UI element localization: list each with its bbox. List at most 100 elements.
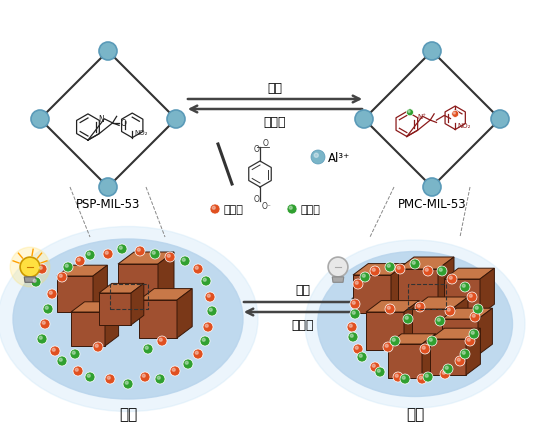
Circle shape — [350, 335, 353, 338]
Circle shape — [155, 374, 165, 384]
Circle shape — [145, 346, 149, 349]
Circle shape — [207, 295, 210, 298]
Text: 可见光: 可见光 — [264, 115, 286, 128]
Circle shape — [201, 276, 211, 286]
Circle shape — [353, 279, 363, 289]
Circle shape — [397, 266, 400, 270]
Circle shape — [462, 285, 465, 288]
Circle shape — [440, 369, 450, 379]
Circle shape — [42, 322, 45, 325]
Circle shape — [446, 366, 448, 369]
Circle shape — [170, 366, 180, 376]
Circle shape — [93, 342, 103, 352]
Polygon shape — [430, 329, 480, 339]
Circle shape — [105, 374, 115, 384]
Circle shape — [420, 344, 430, 354]
Polygon shape — [353, 264, 406, 275]
Circle shape — [353, 344, 363, 354]
Circle shape — [435, 316, 445, 326]
Circle shape — [85, 372, 95, 382]
Circle shape — [193, 349, 203, 359]
Circle shape — [395, 375, 398, 378]
Circle shape — [57, 356, 67, 366]
Circle shape — [43, 304, 53, 314]
Circle shape — [203, 322, 213, 332]
Circle shape — [95, 345, 98, 348]
Circle shape — [210, 204, 220, 214]
Polygon shape — [332, 277, 344, 283]
Circle shape — [429, 339, 432, 342]
Circle shape — [425, 269, 428, 272]
Circle shape — [452, 111, 459, 118]
Polygon shape — [353, 275, 391, 313]
Circle shape — [123, 379, 133, 389]
Circle shape — [469, 329, 479, 339]
Circle shape — [355, 282, 358, 285]
Circle shape — [185, 362, 188, 365]
Circle shape — [72, 352, 75, 355]
Ellipse shape — [317, 252, 513, 397]
Text: O: O — [254, 195, 260, 204]
Circle shape — [47, 289, 57, 299]
Circle shape — [359, 355, 362, 358]
Circle shape — [59, 358, 62, 362]
Circle shape — [385, 263, 395, 273]
Circle shape — [167, 111, 185, 129]
Text: NO₂: NO₂ — [134, 130, 148, 136]
Polygon shape — [398, 270, 438, 309]
Text: Al³⁺: Al³⁺ — [328, 151, 350, 164]
Circle shape — [447, 274, 457, 284]
Polygon shape — [139, 300, 177, 338]
Text: NO₂: NO₂ — [457, 122, 471, 128]
Circle shape — [140, 372, 150, 382]
Polygon shape — [430, 339, 466, 375]
Circle shape — [65, 265, 68, 268]
Circle shape — [40, 319, 50, 329]
Text: N⁺: N⁺ — [417, 114, 426, 120]
Circle shape — [152, 252, 155, 255]
Circle shape — [33, 279, 36, 283]
Circle shape — [157, 376, 160, 379]
Circle shape — [75, 368, 78, 372]
Circle shape — [383, 342, 393, 352]
Circle shape — [204, 279, 206, 282]
Circle shape — [349, 325, 352, 328]
Circle shape — [157, 336, 167, 346]
Text: 脱附: 脱附 — [119, 407, 137, 421]
Polygon shape — [71, 302, 119, 312]
Circle shape — [385, 345, 388, 348]
Circle shape — [387, 265, 390, 268]
Polygon shape — [478, 309, 492, 355]
Circle shape — [103, 250, 113, 260]
Circle shape — [403, 314, 413, 324]
Circle shape — [328, 257, 348, 277]
Circle shape — [455, 356, 465, 366]
Circle shape — [402, 376, 405, 379]
Polygon shape — [438, 257, 454, 309]
Circle shape — [423, 266, 433, 276]
Polygon shape — [412, 309, 452, 349]
Circle shape — [387, 306, 390, 309]
Circle shape — [45, 306, 48, 309]
Ellipse shape — [305, 240, 525, 408]
Circle shape — [193, 264, 203, 274]
Circle shape — [142, 375, 145, 378]
Circle shape — [419, 376, 422, 379]
Circle shape — [205, 293, 215, 302]
Circle shape — [393, 372, 403, 382]
Circle shape — [423, 372, 433, 382]
Polygon shape — [105, 302, 119, 346]
Circle shape — [200, 336, 210, 346]
Text: 吸附: 吸附 — [406, 407, 424, 421]
Circle shape — [355, 346, 358, 349]
Circle shape — [460, 349, 470, 359]
Polygon shape — [118, 253, 174, 264]
Circle shape — [180, 256, 190, 266]
Circle shape — [348, 332, 358, 342]
Circle shape — [370, 266, 380, 276]
Circle shape — [469, 295, 472, 298]
Polygon shape — [177, 289, 192, 338]
Circle shape — [375, 367, 385, 377]
Circle shape — [390, 336, 400, 346]
Circle shape — [207, 306, 217, 316]
